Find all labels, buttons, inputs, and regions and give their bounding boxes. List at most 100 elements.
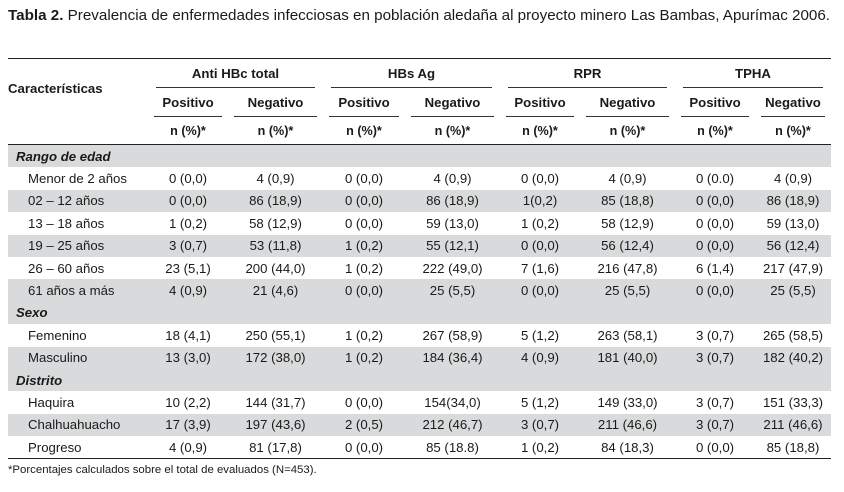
table-cell: 184 (36,4) <box>405 346 500 369</box>
section-header-sex: Sexo <box>8 301 831 325</box>
table-cell: 217 (47,9) <box>762 260 824 276</box>
table-cell: 1 (0,2) <box>520 215 560 231</box>
unit-header: n (%)* <box>500 117 580 145</box>
row-label: Chalhuahuacho <box>8 413 148 437</box>
table-cell: 59 (13,0) <box>766 215 820 231</box>
table-cell: 21 (4,6) <box>228 279 323 302</box>
table-cell: 1 (0,2) <box>323 346 405 369</box>
table-cell: 222 (49,0) <box>422 260 483 276</box>
section-title: Sexo <box>8 301 831 325</box>
unit-header: n (%)* <box>675 117 755 145</box>
table-cell: 182 (40,2) <box>755 346 831 369</box>
table-cell: 2 (0,5) <box>323 413 405 437</box>
table-cell: 23 (5,1) <box>165 260 211 276</box>
table-cell: 5 (1,2) <box>520 327 560 343</box>
table-cell: 181 (40,0) <box>580 346 675 369</box>
table-cell: 3 (0,7) <box>500 413 580 437</box>
positive-header: Positivo <box>148 88 228 117</box>
table-cell: 18 (4,1) <box>165 327 211 343</box>
table-cell: 267 (58,9) <box>422 327 483 343</box>
table-cell: 0 (0,0) <box>500 234 580 257</box>
positive-header: Positivo <box>675 88 755 117</box>
table-cell: 0 (0,0) <box>520 171 560 187</box>
group-header-rpr: RPR <box>500 59 675 88</box>
table-row: Haquira 10 (2,2) 144 (31,7) 0 (0,0) 154(… <box>8 391 831 413</box>
table-cell: 0 (0,0) <box>675 436 755 460</box>
table-cell: 0 (0,0) <box>323 279 405 302</box>
table-cell: 86 (18,9) <box>228 189 323 213</box>
table-cell: 0 (0,0) <box>323 189 405 213</box>
table-cell: 58 (12,9) <box>601 215 654 231</box>
table-row: Chalhuahuacho 17 (3,9) 197 (43,6) 2 (0,5… <box>8 413 831 437</box>
table-row: Masculino 13 (3,0) 172 (38,0) 1 (0,2) 18… <box>8 346 831 369</box>
table-cell: 211 (46,6) <box>580 413 675 437</box>
table-row: 19 – 25 años 3 (0,7) 53 (11,8) 1 (0,2) 5… <box>8 234 831 257</box>
header-row-results: Positivo Negativo Positivo Negativo Posi… <box>8 88 831 117</box>
table-cell: 4 (0,9) <box>256 171 295 187</box>
table-cell: 1 (0,2) <box>344 327 384 343</box>
table-footnote: *Porcentajes calculados sobre el total d… <box>8 464 317 476</box>
table-cell: 0 (0,0) <box>675 189 755 213</box>
table-cell: 3 (0,7) <box>675 413 755 437</box>
table-cell: 144 (31,7) <box>245 394 306 410</box>
section-title: Rango de edad <box>8 144 831 168</box>
table-cell: 3 (0,7) <box>695 394 735 410</box>
table-cell: 6 (1,4) <box>695 260 735 276</box>
table-row: Menor de 2 años 0 (0,0) 4 (0,9) 0 (0,0) … <box>8 167 831 189</box>
table-cell: 4 (0,9) <box>148 279 228 302</box>
table-cell: 4 (0,9) <box>433 171 472 187</box>
row-label: Progreso <box>8 436 148 460</box>
table-cell: 0 (0,0) <box>168 171 208 187</box>
row-label: 13 – 18 años <box>28 215 105 231</box>
table-row: 13 – 18 años 1 (0,2) 58 (12,9) 0 (0,0) 5… <box>8 212 831 234</box>
table-cell: 85 (18,8) <box>755 436 831 460</box>
negative-header: Negativo <box>755 88 831 117</box>
table-cell: 59 (13,0) <box>426 215 479 231</box>
table-cell: 81 (17,8) <box>228 436 323 460</box>
table-cell: 0 (0.0) <box>695 171 735 187</box>
section-header-age: Rango de edad <box>8 144 831 168</box>
header-row-groups: Características Anti HBc total HBs Ag RP… <box>8 59 831 96</box>
table-cell: 1 (0,2) <box>500 436 580 460</box>
row-label: Femenino <box>28 327 87 343</box>
negative-header: Negativo <box>228 88 323 117</box>
table-cell: 85 (18,8) <box>580 189 675 213</box>
table-cell: 56 (12,4) <box>580 234 675 257</box>
table-cell: 250 (55,1) <box>245 327 306 343</box>
table-cell: 17 (3,9) <box>148 413 228 437</box>
table-cell: 0 (0,0) <box>148 189 228 213</box>
table-row: 26 – 60 años 23 (5,1) 200 (44,0) 1 (0,2)… <box>8 257 831 279</box>
table-cell: 216 (47,8) <box>597 260 658 276</box>
table-cell: 1 (0,2) <box>323 234 405 257</box>
table-cell: 4 (0,9) <box>773 171 813 187</box>
table-cell: 200 (44,0) <box>245 260 306 276</box>
row-label: 26 – 60 años <box>28 260 105 276</box>
group-header-anti-hbc: Anti HBc total <box>148 59 323 88</box>
table-cell: 1 (0,2) <box>168 215 208 231</box>
table-cell: 13 (3,0) <box>148 346 228 369</box>
table-cell: 53 (11,8) <box>228 234 323 257</box>
table-cell: 86 (18,9) <box>405 189 500 213</box>
caption-text: Prevalencia de enfermedades infecciosas … <box>63 7 831 24</box>
table-cell: 4 (0,9) <box>500 346 580 369</box>
table-row: 61 años a más 4 (0,9) 21 (4,6) 0 (0,0) 2… <box>8 279 831 302</box>
table-cell: 3 (0,7) <box>695 327 735 343</box>
table-cell: 0 (0,0) <box>695 215 735 231</box>
characteristics-header: Características <box>8 80 103 96</box>
table-cell: 1(0,2) <box>500 189 580 213</box>
table-cell: 85 (18.8) <box>405 436 500 460</box>
table-cell: 4 (0,9) <box>148 436 228 460</box>
table-cell: 3 (0,7) <box>675 346 755 369</box>
table-cell: 197 (43,6) <box>228 413 323 437</box>
row-label: 61 años a más <box>8 279 148 302</box>
table-caption: Tabla 2. Prevalencia de enfermedades inf… <box>8 6 838 26</box>
table-cell: 211 (46,6) <box>755 413 831 437</box>
table-cell: 151 (33,3) <box>762 394 824 410</box>
group-header-tpha: TPHA <box>675 59 831 88</box>
table-cell: 25 (5,5) <box>755 279 831 302</box>
table-cell: 0 (0,0) <box>323 436 405 460</box>
table-cell: 3 (0,7) <box>148 234 228 257</box>
table-cell: 4 (0,9) <box>608 171 647 187</box>
caption-label: Tabla 2. <box>8 7 64 24</box>
table-cell: 58 (12,9) <box>249 215 302 231</box>
